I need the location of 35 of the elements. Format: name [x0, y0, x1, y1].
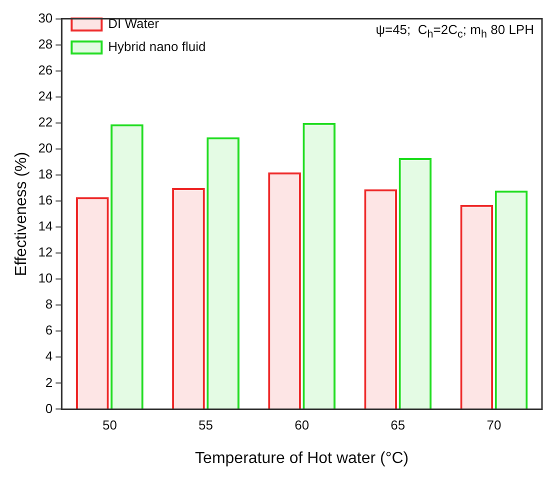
- bar: [364, 189, 398, 409]
- x-axis-title: Temperature of Hot water (°C): [195, 450, 409, 467]
- y-tick-label: 6: [45, 322, 53, 338]
- y-tick-label: 10: [38, 270, 53, 286]
- y-tick-label: 0: [45, 400, 53, 416]
- bar: [172, 188, 205, 409]
- bar: [76, 197, 109, 409]
- legend-label: Hybrid nano fluid: [108, 39, 206, 54]
- y-tick-label: 14: [38, 218, 53, 234]
- x-tick-label: 55: [198, 418, 213, 433]
- bar: [398, 158, 432, 409]
- bar: [494, 190, 528, 409]
- y-tick-label: 8: [45, 296, 53, 312]
- x-tick-label: 70: [486, 418, 502, 433]
- y-tick-label: 22: [38, 114, 53, 130]
- bar: [110, 124, 144, 409]
- x-tick-label: 65: [390, 418, 406, 433]
- bar: [460, 204, 494, 409]
- y-tick-label: 20: [38, 140, 53, 156]
- y-tick-label: 18: [38, 166, 53, 182]
- bar: [302, 122, 336, 409]
- y-tick-label: 28: [38, 36, 53, 52]
- y-tick-label: 24: [38, 88, 53, 104]
- y-tick-label: 2: [45, 374, 53, 390]
- bar: [206, 137, 240, 409]
- x-tick-label: 60: [294, 418, 310, 433]
- annotation: ψ=45; C$_{h}$=2C$_{c}$; m$_{h}$ 80 LPH: [376, 22, 534, 41]
- bar: [268, 172, 301, 409]
- y-tick-label: 16: [38, 192, 53, 208]
- y-axis-title: Effectiveness (%): [13, 152, 30, 276]
- y-tick-label: 12: [38, 244, 53, 260]
- y-tick-label: 4: [45, 348, 53, 364]
- y-tick-label: 26: [38, 62, 53, 78]
- x-tick-label: 50: [102, 418, 117, 433]
- y-tick-label: 30: [38, 10, 53, 26]
